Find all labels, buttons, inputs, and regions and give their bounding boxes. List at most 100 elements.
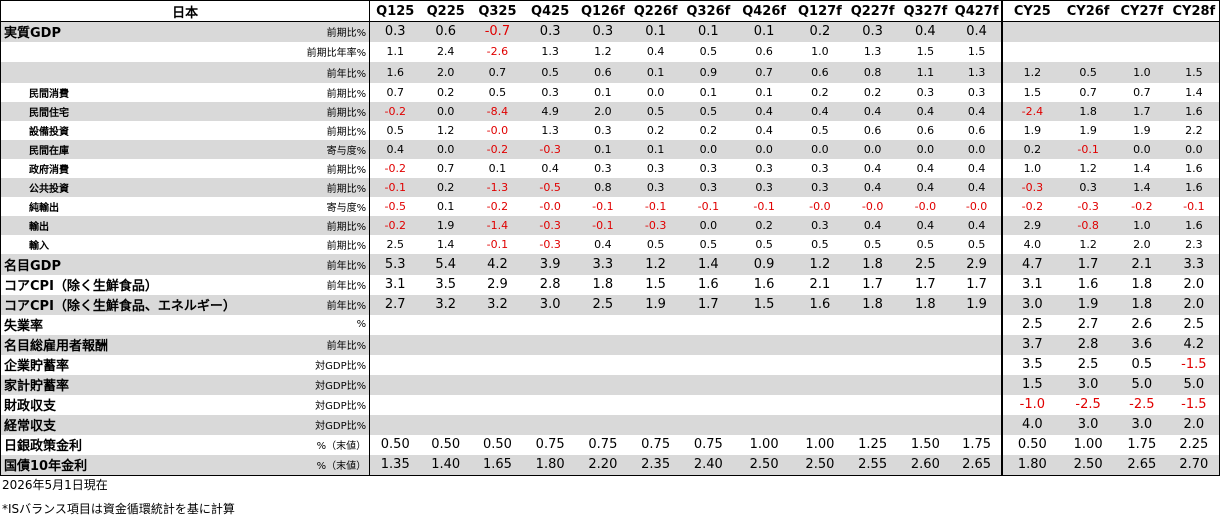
year-value: 1.80 (1001, 454, 1062, 476)
quarter-value: 0.3 (967, 85, 986, 99)
quarter-value (524, 315, 577, 335)
quarter-value: 1.6 (793, 294, 847, 315)
quarter-value: 2.8 (539, 277, 561, 292)
row-unit: 前年比% (288, 274, 371, 295)
quarter-value: 0.4 (369, 139, 421, 159)
quarter-value (370, 315, 421, 335)
year-value: 1.9 (1061, 294, 1115, 315)
quarter-value: -0.3 (523, 215, 577, 235)
row-unit: 前年比% (288, 334, 371, 355)
row-unit: 対GDP比% (288, 354, 371, 375)
quarter-header: Q225 (420, 0, 472, 22)
year-header: CY26f (1061, 0, 1115, 22)
quarter-value: 3.2 (471, 294, 524, 315)
quarter-value: 0.4 (951, 21, 1003, 42)
quarter-value: 0.1 (576, 139, 630, 159)
quarter-value: 1.6 (369, 61, 421, 83)
quarter-value: 1.3 (541, 45, 559, 58)
quarter-value: 3.1 (384, 277, 406, 292)
quarter-value: 2.9 (951, 253, 1003, 275)
quarter-value: 0.5 (967, 237, 986, 251)
quarter-value: 1.3 (863, 45, 882, 58)
quarter-value (471, 315, 524, 335)
year-value: -0.2 (1001, 196, 1062, 216)
quarter-value: 1.8 (846, 294, 899, 315)
quarter-value: 0.1 (629, 139, 682, 159)
quarter-value: 0.3 (629, 177, 682, 197)
quarter-value: 0.7 (386, 85, 404, 99)
row-label: 失業率 (0, 314, 289, 335)
quarter-value: 0.0 (793, 139, 847, 159)
quarter-value: 0.2 (863, 85, 882, 99)
quarter-value (681, 414, 735, 435)
year-value (1061, 42, 1115, 62)
year-value (1115, 42, 1169, 62)
year-value: 3.0 (1061, 374, 1115, 395)
year-value: 0.5 (1131, 357, 1153, 372)
year-value: 1.6 (1168, 177, 1220, 197)
quarter-value: 0.1 (755, 85, 773, 99)
quarter-value: 0.0 (899, 139, 952, 159)
quarter-value (735, 355, 794, 375)
year-value: -2.4 (1001, 101, 1062, 121)
row-unit: 前期比% (288, 101, 371, 121)
year-value: 1.2 (1001, 61, 1062, 83)
quarter-value: 0.3 (916, 85, 935, 99)
quarter-value: -0.2 (369, 101, 421, 121)
quarter-value: -0.3 (629, 215, 682, 235)
quarter-value: -0.7 (471, 21, 524, 42)
quarter-value: 0.4 (541, 161, 559, 175)
quarter-value (629, 374, 682, 395)
table-row: 純輸出 寄与度% -0.5 0.1 -0.2 -0.0 -0.1 -0.1 -0.1 -0.1 -0… (0, 196, 1220, 216)
quarter-value: 0.75 (588, 437, 618, 452)
table-row: 公共投資 前期比% -0.1 0.2 -1.3 -0.5 0.8 0.3 0.3 0.3 0.3 0.… (0, 177, 1220, 197)
quarter-value: 2.40 (681, 454, 735, 476)
row-unit: 前期比% (288, 120, 371, 140)
quarter-value: 2.50 (734, 454, 794, 476)
year-value: 4.0 (1001, 414, 1062, 435)
quarter-value: 1.35 (369, 454, 421, 476)
year-value: 0.0 (1168, 139, 1220, 159)
quarter-value (576, 334, 630, 355)
quarter-value (629, 414, 682, 435)
table-body: 実質GDP 前期比% 0.3 0.6 -0.7 0.3 0.3 0.1 0.1 0.1 0.2 0.3… (0, 21, 1220, 476)
quarter-value: 0.1 (629, 61, 682, 83)
quarter-value (420, 334, 472, 355)
row-label: 民間消費 (0, 82, 289, 102)
quarter-value (735, 315, 794, 335)
quarter-value: 2.0 (576, 101, 630, 121)
row-unit: 対GDP比% (288, 414, 371, 435)
year-value: 4.2 (1168, 334, 1220, 355)
quarter-value: 0.4 (951, 177, 1003, 197)
quarter-value: 0.50 (431, 437, 461, 452)
quarter-value: 0.6 (916, 123, 935, 137)
quarter-value: 0.3 (369, 21, 421, 42)
quarter-value: 3.2 (420, 294, 472, 315)
year-value: -1.5 (1168, 354, 1220, 375)
quarter-value (369, 374, 421, 395)
quarter-value: 1.5 (645, 277, 666, 292)
year-value: 0.7 (1133, 85, 1151, 99)
year-value: 2.6 (1131, 317, 1153, 332)
quarter-value (952, 395, 1003, 415)
year-header: CY25 (1001, 0, 1062, 22)
quarter-value (734, 374, 794, 395)
row-label: コアCPI（除く生鮮食品） (0, 274, 289, 295)
quarter-value (420, 414, 472, 435)
quarter-value: 0.0 (846, 139, 899, 159)
quarter-value: 0.3 (576, 21, 630, 42)
quarter-value: 0.4 (846, 177, 899, 197)
table-row: 国債10年金利 %（末値） 1.35 1.40 1.65 1.80 2.20 2.35 2.40… (0, 454, 1220, 476)
year-value: 3.0 (1114, 414, 1169, 435)
year-value: 3.0 (1001, 294, 1062, 315)
quarter-value: 0.5 (488, 85, 507, 99)
quarter-value (899, 374, 952, 395)
quarter-value: 3.3 (576, 253, 630, 275)
row-label: 実質GDP (0, 21, 289, 42)
quarter-header: Q226f (629, 0, 682, 22)
year-value: 1.4 (1168, 82, 1220, 102)
quarter-value: 0.4 (899, 21, 952, 42)
quarter-value: 1.7 (681, 294, 735, 315)
quarter-value: 1.00 (805, 437, 835, 452)
quarter-value: 0.1 (734, 21, 794, 42)
